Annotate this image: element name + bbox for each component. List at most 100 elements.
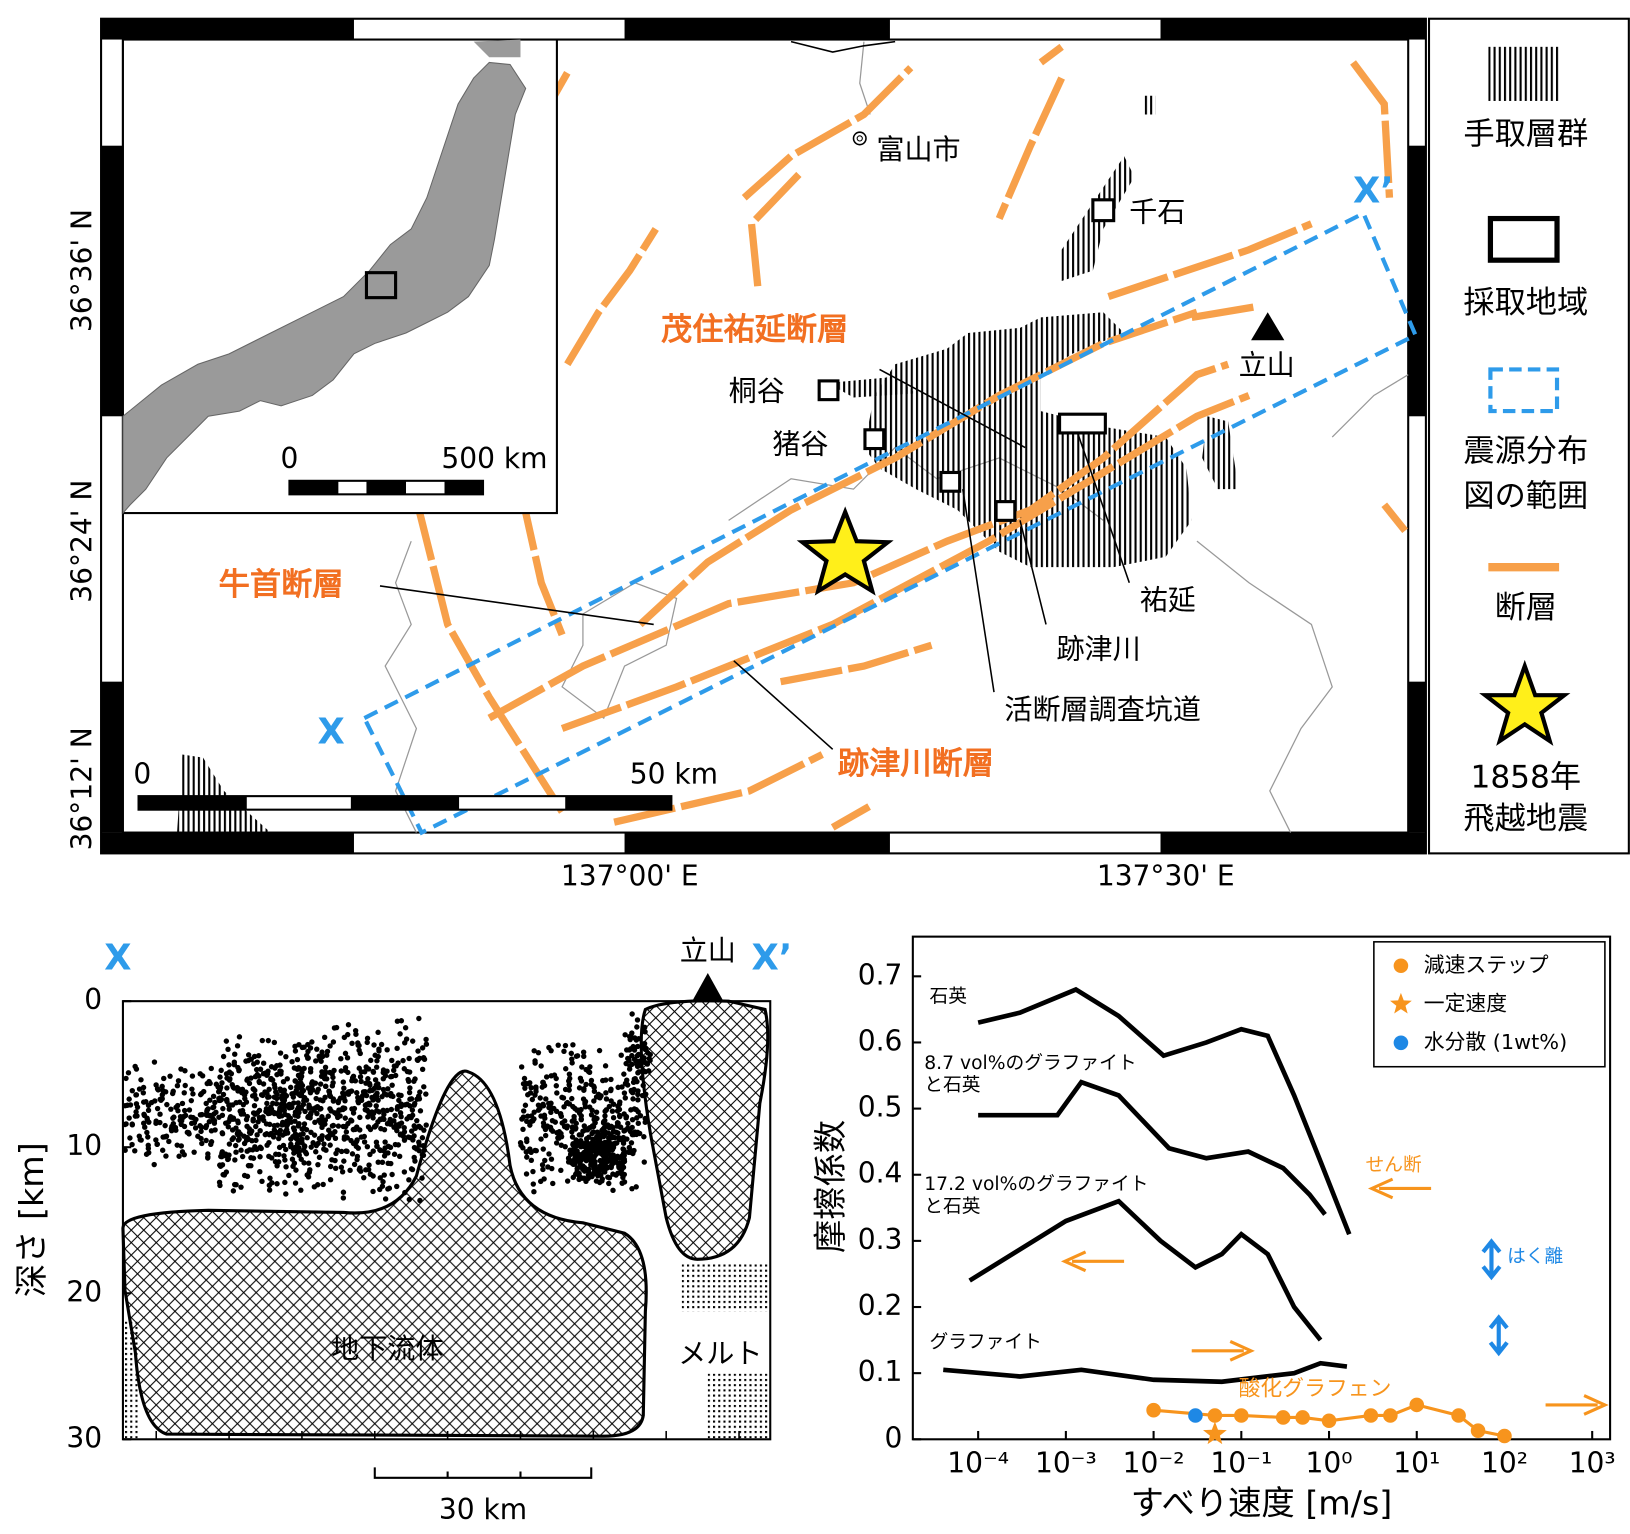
legend-swatch	[1479, 659, 1571, 746]
hypocenter	[588, 1077, 595, 1084]
hypocenter	[546, 1151, 552, 1157]
hypocenter	[391, 1151, 398, 1157]
hypocenter	[350, 1110, 357, 1116]
hypocenter	[309, 1079, 316, 1085]
hypocenter	[578, 1116, 584, 1122]
hypocenter	[338, 1164, 345, 1170]
inset-scale-label: 0	[281, 442, 299, 475]
hypocenter	[167, 1073, 173, 1079]
hypocenter	[340, 1195, 347, 1201]
place-label: 活断層調査坑道	[1004, 693, 1201, 726]
hypocenter	[311, 1132, 318, 1138]
hypocenter	[321, 1141, 327, 1147]
hypocenter	[191, 1149, 197, 1155]
hypocenter	[225, 1156, 231, 1163]
hypocenter	[522, 1102, 529, 1108]
hypocenter	[174, 1082, 181, 1089]
hypocenter	[307, 1069, 314, 1075]
hypocenter	[216, 1179, 223, 1185]
legend-label: 減速ステップ	[1424, 953, 1549, 977]
hypocenter	[301, 1143, 308, 1149]
hypocenter	[327, 1142, 333, 1148]
hypocenter	[231, 1059, 238, 1065]
place-label: 跡津川	[1056, 632, 1140, 665]
hypocenter	[339, 1169, 346, 1175]
hypocenter	[175, 1078, 182, 1084]
melt-region	[122, 1264, 771, 1439]
hypocenter	[344, 1135, 350, 1141]
hypocenter	[530, 1181, 537, 1187]
hypocenter	[235, 1120, 241, 1126]
hypocenter	[312, 1119, 318, 1126]
scale-label: 0	[133, 757, 151, 790]
series-label: グラファイト	[929, 1332, 1041, 1353]
hypocenter	[327, 1163, 334, 1170]
hypocenter	[530, 1168, 536, 1175]
hypocenter	[286, 1101, 292, 1108]
fault-label: 跡津川断層	[838, 746, 994, 782]
hypocenter	[256, 1079, 263, 1086]
hypocenter	[333, 1150, 339, 1157]
hypocenter	[306, 1160, 312, 1166]
hypocenter	[225, 1046, 231, 1053]
hypocenter	[310, 1087, 316, 1093]
hypocenter	[250, 1086, 257, 1092]
hypocenter	[416, 1123, 422, 1130]
hypocenter	[224, 1085, 230, 1091]
hypocenter	[233, 1149, 239, 1155]
hypocenter	[296, 1041, 302, 1048]
hypocenter	[421, 1056, 428, 1062]
hypocenter	[520, 1126, 526, 1132]
fault-label: 牛首断層	[219, 567, 344, 603]
hypocenter	[569, 1118, 576, 1124]
hypocenter	[631, 1086, 637, 1093]
hypocenter	[406, 1055, 412, 1062]
hypocenter	[280, 1079, 287, 1085]
hypocenter	[236, 1129, 242, 1135]
hypocenter	[394, 1045, 400, 1052]
hypocenter	[322, 1117, 329, 1123]
hypocenter	[219, 1162, 226, 1168]
hypocenter	[356, 1065, 362, 1071]
hypocenter	[317, 1081, 324, 1087]
section-end-label: X’	[752, 938, 793, 979]
hypocenter	[365, 1076, 371, 1082]
hypocenter	[382, 1196, 389, 1202]
y-axis-label: 摩擦係数	[811, 1120, 850, 1253]
hypocenter	[370, 1188, 376, 1195]
hypocenter	[548, 1156, 555, 1162]
legend-label: 水分散 (1wt%)	[1424, 1030, 1567, 1054]
hypocenter	[582, 1104, 589, 1110]
hypocenter	[356, 1166, 363, 1173]
hypocenter	[229, 1127, 236, 1133]
hypocenter	[259, 1178, 265, 1184]
border-segment	[1160, 18, 1426, 40]
hypocenter	[295, 1100, 301, 1106]
hypocenter	[353, 1031, 359, 1037]
hypocenter	[232, 1157, 238, 1163]
hypocenter	[357, 1114, 363, 1121]
hypocenter	[543, 1074, 550, 1080]
hypocenter	[335, 1099, 341, 1106]
hypocenter	[401, 1124, 407, 1131]
hypocenter	[378, 1125, 384, 1132]
hypocenter	[282, 1157, 288, 1163]
hypocenter	[608, 1098, 614, 1104]
legend-box	[1373, 941, 1606, 1068]
hypocenter	[602, 1077, 609, 1083]
hypocenter	[197, 1112, 204, 1118]
inset-scale-bar	[288, 479, 485, 496]
peak-mark	[692, 973, 724, 1002]
hypocenter	[253, 1096, 259, 1102]
hypocenter	[595, 1091, 602, 1098]
hypocenter	[626, 1144, 632, 1151]
hypocenter	[140, 1090, 147, 1096]
hypocenter	[541, 1082, 548, 1089]
hypocenter	[598, 1143, 604, 1149]
hypocenter	[203, 1123, 210, 1129]
peak-mark	[1251, 312, 1285, 341]
hypocenter	[304, 1135, 310, 1141]
hypocenter	[269, 1077, 276, 1083]
hypocenter	[129, 1121, 135, 1127]
